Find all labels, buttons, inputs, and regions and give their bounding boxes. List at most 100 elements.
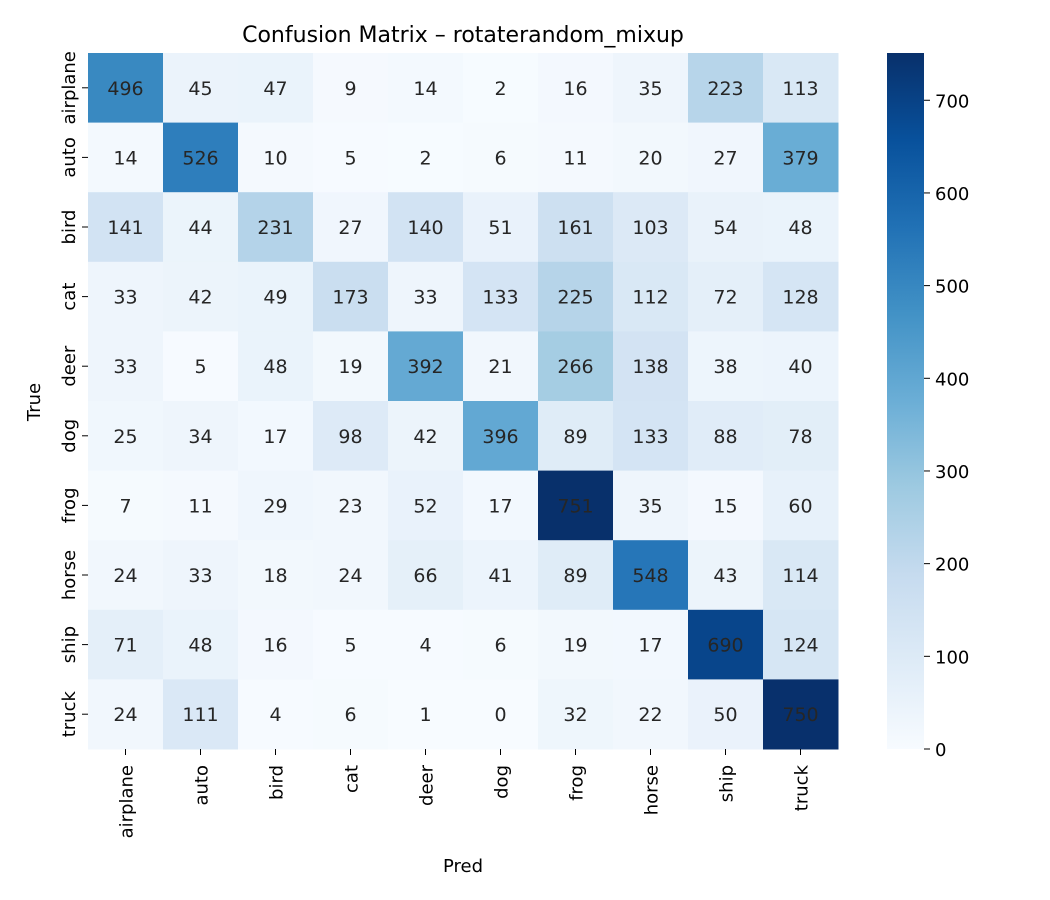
cell-value-label: 496 bbox=[107, 78, 143, 100]
cell-value-label: 225 bbox=[557, 287, 593, 309]
y-tick-label: ship bbox=[59, 626, 80, 663]
heatmap-cell bbox=[688, 609, 764, 680]
cell-value-label: 15 bbox=[713, 495, 737, 517]
heatmap-cell bbox=[388, 401, 464, 472]
colorbar-tick-label: 100 bbox=[935, 647, 969, 668]
cell-value-label: 112 bbox=[632, 287, 668, 309]
heatmap-cell bbox=[463, 261, 539, 332]
heatmap-cell bbox=[388, 192, 464, 263]
cell-value-label: 27 bbox=[713, 147, 737, 169]
cell-value-label: 33 bbox=[413, 287, 437, 309]
cell-value-label: 48 bbox=[188, 635, 212, 657]
cell-value-label: 750 bbox=[782, 704, 818, 726]
cell-value-label: 10 bbox=[263, 147, 287, 169]
cell-value-label: 22 bbox=[638, 704, 662, 726]
x-tick-label: ship bbox=[717, 765, 738, 802]
heatmap-cell bbox=[163, 401, 239, 472]
cell-value-label: 60 bbox=[788, 495, 812, 517]
heatmap-cell bbox=[388, 540, 464, 611]
heatmap-cell bbox=[538, 122, 614, 193]
cell-value-label: 21 bbox=[488, 356, 512, 378]
heatmap-cell bbox=[613, 679, 689, 750]
heatmap-cell bbox=[688, 122, 764, 193]
heatmap-cell bbox=[688, 331, 764, 402]
cell-value-label: 38 bbox=[713, 356, 737, 378]
heatmap-cell bbox=[88, 53, 164, 124]
cell-value-label: 54 bbox=[713, 217, 737, 239]
x-tick-label: airplane bbox=[117, 765, 138, 838]
cell-value-label: 526 bbox=[182, 147, 218, 169]
cell-value-label: 2 bbox=[494, 78, 506, 100]
colorbar-tick-label: 200 bbox=[935, 555, 969, 576]
heatmap-cell bbox=[763, 261, 839, 332]
heatmap-cell bbox=[88, 609, 164, 680]
heatmap-cell bbox=[538, 192, 614, 263]
x-tick-label: auto bbox=[192, 765, 213, 806]
cell-value-label: 72 bbox=[713, 287, 737, 309]
y-tick-label: dog bbox=[59, 419, 80, 453]
heatmap-cell bbox=[163, 192, 239, 263]
heatmap-cell bbox=[88, 331, 164, 402]
heatmap-cell bbox=[238, 470, 314, 541]
colorbar: 0 100 200 300 400 500 600 700 bbox=[887, 53, 969, 761]
cell-value-label: 124 bbox=[782, 635, 818, 657]
cell-value-label: 133 bbox=[632, 426, 668, 448]
cell-value-label: 9 bbox=[344, 78, 356, 100]
cell-value-label: 173 bbox=[332, 287, 368, 309]
heatmap-cell bbox=[463, 53, 539, 124]
cell-value-label: 71 bbox=[113, 635, 137, 657]
cell-value-label: 17 bbox=[488, 495, 512, 517]
cell-value-label: 49 bbox=[263, 287, 287, 309]
cell-value-label: 24 bbox=[113, 704, 137, 726]
heatmap-cell bbox=[313, 331, 389, 402]
cell-value-label: 4 bbox=[419, 635, 431, 657]
heatmap-cell bbox=[463, 679, 539, 750]
cell-value-label: 78 bbox=[788, 426, 812, 448]
heatmap-cell bbox=[463, 122, 539, 193]
cell-value-label: 47 bbox=[263, 78, 287, 100]
cell-value-label: 98 bbox=[338, 426, 362, 448]
y-tick-label: cat bbox=[59, 283, 80, 311]
heatmap-cell bbox=[163, 122, 239, 193]
cell-value-label: 113 bbox=[782, 78, 818, 100]
cell-value-label: 41 bbox=[488, 565, 512, 587]
cell-value-label: 51 bbox=[488, 217, 512, 239]
cell-value-label: 34 bbox=[188, 426, 212, 448]
cell-value-label: 266 bbox=[557, 356, 593, 378]
y-tick-label: frog bbox=[59, 488, 80, 524]
cell-value-label: 5 bbox=[344, 635, 356, 657]
x-tick-label: deer bbox=[417, 764, 438, 806]
heatmap-cell bbox=[688, 192, 764, 263]
heatmap-cell bbox=[688, 53, 764, 124]
cell-value-label: 1 bbox=[419, 704, 431, 726]
cell-value-label: 103 bbox=[632, 217, 668, 239]
cell-value-label: 138 bbox=[632, 356, 668, 378]
y-tick-label: deer bbox=[59, 345, 80, 387]
heatmap-cell bbox=[313, 261, 389, 332]
heatmap-cell bbox=[463, 331, 539, 402]
cell-value-label: 223 bbox=[707, 78, 743, 100]
cell-value-label: 0 bbox=[494, 704, 506, 726]
heatmap-cell bbox=[313, 192, 389, 263]
cell-value-label: 379 bbox=[782, 147, 818, 169]
colorbar-tick-label: 0 bbox=[935, 740, 946, 761]
cell-value-label: 548 bbox=[632, 565, 668, 587]
cell-value-label: 231 bbox=[257, 217, 293, 239]
cell-value-label: 6 bbox=[494, 147, 506, 169]
cell-value-label: 40 bbox=[788, 356, 812, 378]
heatmap-cell bbox=[688, 261, 764, 332]
cell-value-label: 66 bbox=[413, 565, 437, 587]
heatmap-cell bbox=[388, 470, 464, 541]
heatmap-cell bbox=[238, 401, 314, 472]
cell-value-label: 111 bbox=[182, 704, 218, 726]
heatmap-cell bbox=[688, 679, 764, 750]
heatmap-cell bbox=[688, 401, 764, 472]
y-tick-label: horse bbox=[59, 550, 80, 600]
heatmap-cell bbox=[88, 470, 164, 541]
cell-value-label: 14 bbox=[413, 78, 437, 100]
heatmap-cell bbox=[163, 679, 239, 750]
cell-value-label: 24 bbox=[113, 565, 137, 587]
x-tick-label: frog bbox=[567, 765, 588, 801]
cell-value-label: 32 bbox=[563, 704, 587, 726]
heatmap-cell bbox=[763, 122, 839, 193]
